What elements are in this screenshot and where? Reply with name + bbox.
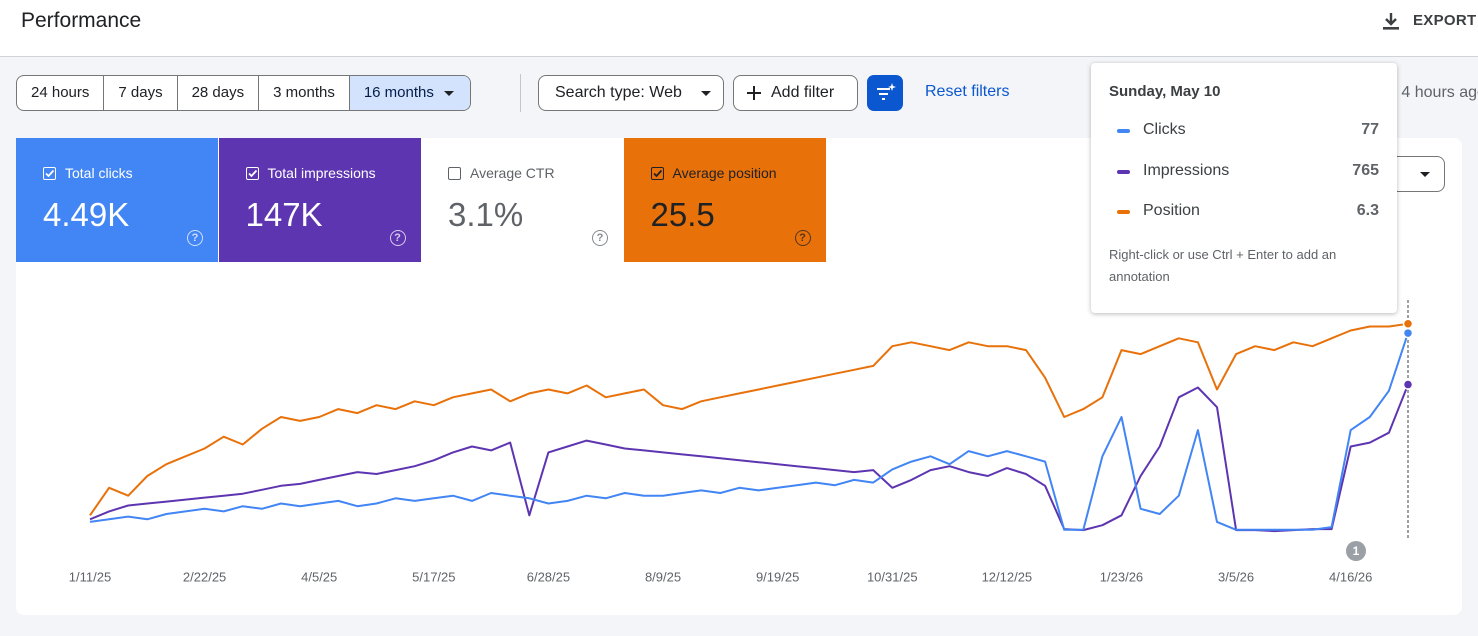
plus-icon xyxy=(747,86,761,100)
x-tick-label: 2/22/25 xyxy=(183,569,226,584)
metric-card[interactable]: Average position 25.5? xyxy=(623,138,826,262)
metric-value: 25.5 xyxy=(650,196,715,233)
hover-point xyxy=(1402,318,1414,330)
download-icon[interactable] xyxy=(1380,10,1402,32)
page-title: Performance xyxy=(21,9,142,32)
date-range-selector: 24 hours 7 days 28 days 3 months 16 months xyxy=(16,75,471,111)
add-filter-button[interactable]: Add filter xyxy=(733,75,858,111)
series-name: Position xyxy=(1143,202,1200,219)
annotation-number: 1 xyxy=(1353,544,1360,558)
dropdown-caret xyxy=(443,91,454,96)
tooltip-row: Position 6.3 xyxy=(1091,202,1397,222)
date-range-button[interactable]: 3 months xyxy=(259,76,350,110)
date-range-button[interactable]: 24 hours xyxy=(17,76,105,110)
x-tick-label: 10/31/25 xyxy=(867,569,918,584)
metric-card[interactable]: Total clicks 4.49K? xyxy=(16,138,218,262)
x-tick-label: 9/19/25 xyxy=(756,569,799,584)
export-button[interactable]: EXPORT xyxy=(1413,12,1477,29)
legend-swatch xyxy=(1117,210,1130,214)
help-icon[interactable]: ? xyxy=(389,230,406,246)
x-tick-label: 4/16/26 xyxy=(1329,569,1372,584)
x-tick-label: 1/11/25 xyxy=(69,569,111,584)
tooltip-hint: Right-click or use Ctrl + Enter to add a… xyxy=(1109,247,1337,284)
top-bar: Performance EXPORT xyxy=(0,0,1478,57)
metric-checkbox[interactable] xyxy=(43,167,56,180)
search-type-dropdown[interactable]: Search type: Web xyxy=(538,75,724,111)
tooltip-row: Impressions 765 xyxy=(1091,162,1397,182)
x-tick-label: 5/17/25 xyxy=(412,569,455,584)
hover-point xyxy=(1402,379,1414,390)
x-tick-label: 1/23/26 xyxy=(1100,569,1143,584)
metric-label: Average CTR xyxy=(470,165,555,181)
metric-label: Total impressions xyxy=(267,165,376,181)
x-tick-label: 8/9/25 xyxy=(645,569,681,584)
tooltip-date: Sunday, May 10 xyxy=(1109,83,1221,100)
metric-value: 3.1% xyxy=(448,196,524,233)
x-tick-label: 3/5/26 xyxy=(1218,569,1254,584)
date-range-button[interactable]: 16 months xyxy=(349,76,470,110)
reset-filters-link[interactable]: Reset filters xyxy=(925,83,1010,100)
tooltip-row: Clicks 77 xyxy=(1091,121,1397,141)
series-line xyxy=(89,332,1409,531)
metric-label: Average position xyxy=(672,165,777,181)
metric-checkbox[interactable] xyxy=(245,167,259,180)
x-tick-label: 4/5/25 xyxy=(301,569,337,584)
series-name: Clicks xyxy=(1143,121,1186,138)
metric-card[interactable]: Average CTR 3.1%? xyxy=(421,138,623,262)
metric-checkbox[interactable] xyxy=(448,167,461,180)
series-line xyxy=(89,384,1409,533)
metric-checkbox[interactable] xyxy=(650,167,664,180)
date-range-button[interactable]: 28 days xyxy=(178,76,260,110)
date-range-button[interactable]: 7 days xyxy=(104,76,178,110)
metric-label: Total clicks xyxy=(65,165,133,181)
filter-suggestions-button[interactable] xyxy=(867,75,903,111)
search-type-label: Search type: Web xyxy=(555,84,682,101)
series-value: 765 xyxy=(1352,161,1379,179)
filter-icon xyxy=(877,83,896,100)
legend-swatch xyxy=(1117,129,1130,133)
divider xyxy=(520,74,521,112)
series-line xyxy=(89,322,1409,516)
annotation-marker xyxy=(1346,541,1366,561)
help-icon[interactable]: ? xyxy=(592,230,608,246)
tooltip: Sunday, May 10 Right-click or use Ctrl +… xyxy=(1091,63,1397,313)
series-value: 77 xyxy=(1361,121,1379,138)
x-tick-label: 12/12/25 xyxy=(982,569,1033,584)
granularity-dropdown[interactable] xyxy=(1396,156,1445,192)
add-filter-label: Add filter xyxy=(771,84,835,101)
metric-value: 4.49K xyxy=(43,196,130,233)
legend-swatch xyxy=(1117,169,1130,174)
help-icon[interactable]: ? xyxy=(794,230,811,246)
series-name: Impressions xyxy=(1143,161,1230,179)
series-value: 6.3 xyxy=(1356,202,1379,219)
x-tick-label: 6/28/25 xyxy=(527,569,570,584)
help-icon[interactable]: ? xyxy=(187,230,203,246)
metric-value: 147K xyxy=(245,196,323,233)
metric-card[interactable]: Total impressions 147K? xyxy=(218,138,421,262)
hover-point xyxy=(1402,327,1414,339)
